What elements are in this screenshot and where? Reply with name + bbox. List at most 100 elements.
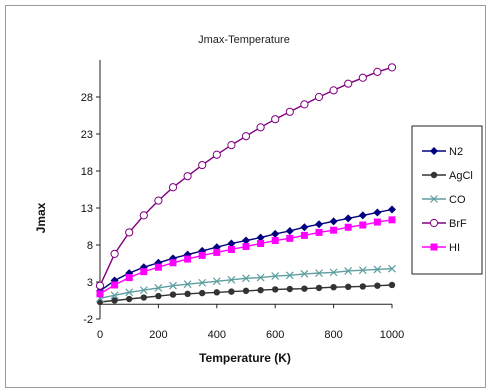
data-point-brf: [285, 107, 294, 116]
legend-item-agcl: AgCl: [422, 170, 473, 182]
data-point-n2: [242, 236, 250, 245]
y-tick-label: -2: [83, 314, 93, 326]
data-point-co: [183, 280, 192, 289]
y-tick-label: 8: [87, 240, 93, 252]
legend-item-co: CO: [422, 194, 466, 206]
data-point-brf: [212, 150, 221, 159]
data-point-hi: [140, 268, 148, 276]
y-tick-label: 18: [81, 166, 93, 178]
data-point-brf: [271, 115, 280, 124]
data-point-agcl: [199, 289, 206, 297]
data-point-n2: [344, 214, 353, 223]
data-point-n2: [300, 223, 309, 232]
y-tick-label: 28: [81, 92, 93, 104]
data-point-co: [110, 291, 119, 300]
y-axis-title: Jmax: [34, 202, 48, 233]
data-point-agcl: [388, 281, 396, 289]
data-point-agcl: [315, 284, 323, 292]
data-point-hi: [300, 231, 308, 239]
data-point-hi: [96, 290, 104, 298]
data-point-hi: [184, 255, 192, 263]
data-point-brf: [95, 281, 105, 290]
data-point-n2: [315, 220, 323, 229]
data-point-agcl: [126, 295, 133, 303]
legend-label: N2: [449, 146, 463, 158]
data-point-brf: [344, 79, 353, 88]
data-point-n2: [227, 239, 236, 248]
x-tick-label: 0: [97, 329, 103, 341]
legend-swatch-marker: [429, 218, 439, 228]
data-point-co: [315, 269, 323, 278]
data-point-agcl: [286, 285, 293, 293]
data-point-agcl: [359, 283, 366, 290]
data-point-agcl: [140, 294, 147, 301]
data-point-co: [154, 283, 163, 292]
legend-item-n2: N2: [422, 146, 463, 158]
data-point-co: [373, 265, 382, 274]
data-point-brf: [227, 141, 236, 150]
data-point-hi: [315, 228, 323, 236]
legend-label: CO: [449, 194, 466, 206]
data-point-co: [271, 272, 280, 281]
data-point-co: [242, 274, 250, 283]
data-point-hi: [286, 234, 294, 242]
y-tick-label: 13: [81, 203, 93, 215]
data-point-n2: [358, 211, 367, 220]
data-point-agcl: [345, 283, 352, 291]
x-tick-label: 200: [149, 329, 167, 341]
legend-box: [411, 125, 483, 275]
data-point-brf: [125, 228, 134, 237]
chart-frame: [5, 5, 486, 388]
series-line-brf: [99, 66, 393, 286]
data-point-hi: [198, 251, 206, 259]
data-point-agcl: [184, 290, 191, 298]
legend-swatch-marker: [430, 147, 438, 155]
data-point-hi: [344, 223, 352, 231]
data-point-brf: [387, 63, 397, 72]
data-point-co: [285, 271, 294, 280]
legend-label: AgCl: [449, 170, 473, 182]
data-point-co: [344, 266, 353, 275]
data-point-brf: [329, 86, 338, 95]
series-line-hi: [99, 219, 393, 295]
data-point-brf: [373, 67, 382, 76]
data-point-hi: [257, 240, 265, 248]
legend-label: HI: [449, 242, 460, 254]
data-point-hi: [111, 281, 119, 289]
data-point-hi: [227, 245, 235, 253]
y-tick-label: 3: [87, 277, 93, 289]
data-point-agcl: [169, 291, 177, 298]
x-axis-title: Temperature (K): [199, 351, 291, 365]
x-tick-label: 600: [266, 329, 284, 341]
data-point-agcl: [111, 297, 118, 304]
data-point-agcl: [272, 286, 279, 293]
data-point-brf: [314, 92, 324, 102]
series-layer: [95, 63, 397, 306]
data-point-agcl: [213, 289, 220, 296]
data-point-agcl: [228, 288, 235, 295]
data-point-n2: [271, 229, 280, 238]
data-point-n2: [329, 217, 338, 226]
legend-swatch-marker: [430, 243, 438, 251]
data-point-co: [212, 277, 221, 286]
data-point-brf: [256, 123, 265, 132]
data-point-hi: [154, 263, 162, 271]
legend-item-hi: HI: [422, 242, 460, 254]
data-point-co: [256, 273, 265, 282]
data-point-agcl: [330, 283, 337, 291]
data-point-brf: [241, 132, 251, 141]
data-point-agcl: [242, 287, 250, 295]
data-point-brf: [110, 249, 119, 258]
data-point-hi: [373, 218, 381, 226]
legend-label: BrF: [449, 218, 467, 230]
x-tick-label: 800: [324, 329, 342, 341]
series-hi: [96, 216, 396, 298]
data-point-co: [169, 281, 177, 290]
data-point-brf: [154, 196, 163, 205]
data-point-co: [300, 269, 309, 278]
data-point-n2: [373, 208, 382, 217]
x-tick-label: 400: [208, 329, 226, 341]
data-point-co: [125, 288, 134, 297]
series-co: [96, 264, 396, 303]
